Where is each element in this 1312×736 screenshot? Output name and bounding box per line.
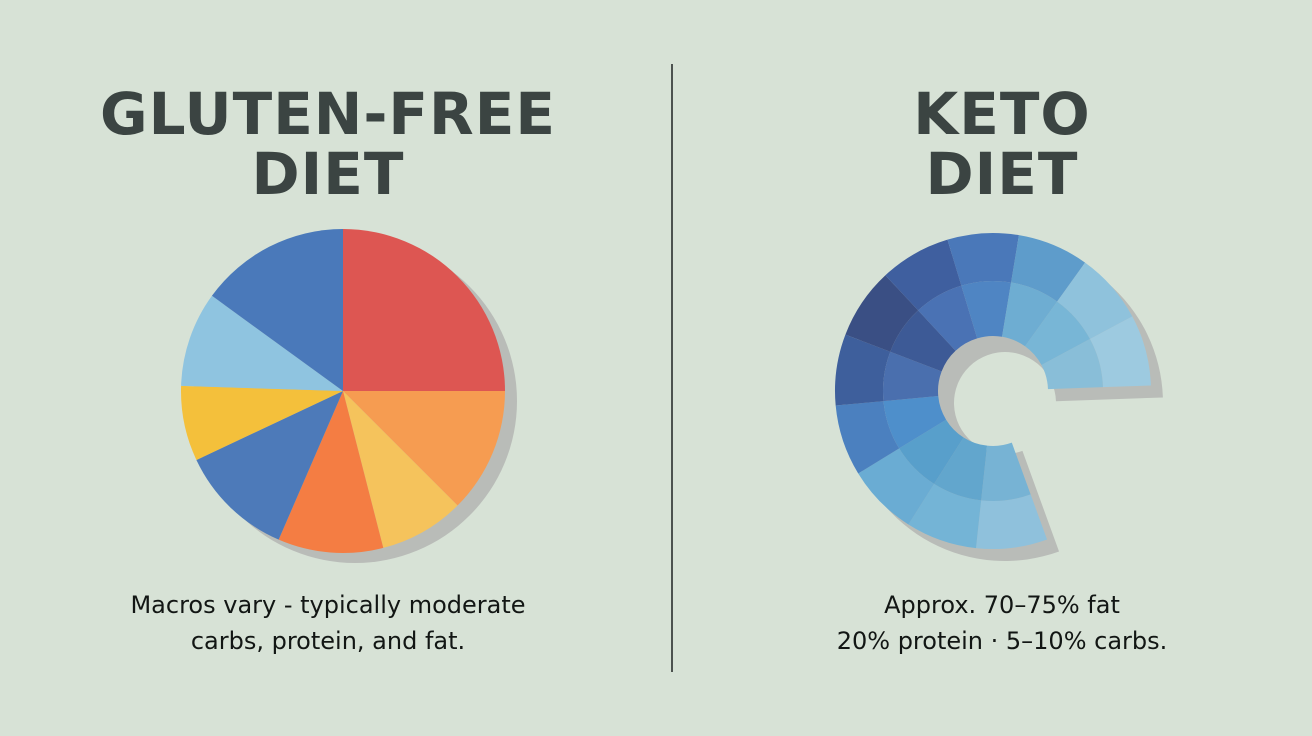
gluten-free-pie-slice-8	[211, 229, 343, 391]
keto-ring-inner-segment-4	[883, 396, 947, 449]
keto-caption-line-2: 20% protein · 5–10% carbs.	[836, 627, 1168, 655]
keto-ring-inner-segment-9	[1002, 282, 1058, 347]
keto-ring-inner-segment-5	[883, 351, 942, 402]
gluten-free-pie-slice-3	[343, 391, 458, 548]
keto-ring-outer-segment-4	[835, 401, 900, 474]
keto-title-line-1: KETO	[913, 80, 1091, 148]
gluten-free-pie-chart	[181, 229, 517, 563]
gluten-free-caption-line-1: Macros vary - typically moderate	[130, 591, 526, 619]
keto-ring-inner-segment-1	[981, 442, 1031, 502]
keto-ring-outer-segment-11	[1089, 316, 1151, 388]
keto-ring-inner-segment-10	[1025, 301, 1090, 366]
keto-ring-outer-segment-5	[835, 334, 891, 406]
keto-ring-inner-segment-6	[890, 310, 956, 372]
keto-ring-outer-segment-7	[885, 239, 962, 311]
gluten-free-pie-slice-4	[278, 391, 384, 553]
gluten-free-pie-slice-5	[196, 391, 343, 540]
keto-ring-outer-segment-6	[845, 275, 919, 352]
keto-ring-outer-segment-8	[947, 233, 1019, 286]
keto-ring-chart	[835, 233, 1163, 562]
vertical-divider	[671, 64, 673, 672]
keto-ring-outer-segment-10	[1057, 262, 1133, 340]
gluten-free-pie-slice-1	[343, 229, 505, 391]
gluten-free-panel: GLUTEN-FREE DIET Macros vary - typically…	[100, 80, 556, 655]
keto-ring-outer-segment-9	[1011, 235, 1086, 302]
keto-ring-inner-segment-7	[918, 285, 978, 351]
gluten-free-pie-slice-7	[181, 295, 343, 391]
keto-panel: KETO DIET Approx. 70–75% fat 20% protein…	[656, 0, 1312, 736]
keto-ring-inner-segment-11	[1041, 339, 1103, 390]
keto-ring-inner-segment-3	[899, 419, 964, 484]
keto-ring-inner-segment-8	[961, 281, 1012, 339]
keto-title-line-2: DIET	[925, 140, 1079, 208]
gluten-free-title-line-1: GLUTEN-FREE	[100, 80, 556, 148]
gluten-free-caption-line-2: carbs, protein, and fat.	[190, 627, 466, 655]
gluten-free-pie-slice-6	[181, 385, 343, 460]
keto-ring-outer-segment-3	[858, 448, 935, 525]
keto-ring-inner-segment-2	[934, 437, 988, 501]
gluten-free-pie-slice-2	[343, 391, 505, 506]
keto-caption-line-1: Approx. 70–75% fat	[884, 591, 1120, 619]
keto-ring-outer-segment-2	[908, 483, 982, 549]
keto-ring-outer-segment-1	[975, 494, 1048, 549]
gluten-free-title-line-2: DIET	[251, 140, 405, 208]
